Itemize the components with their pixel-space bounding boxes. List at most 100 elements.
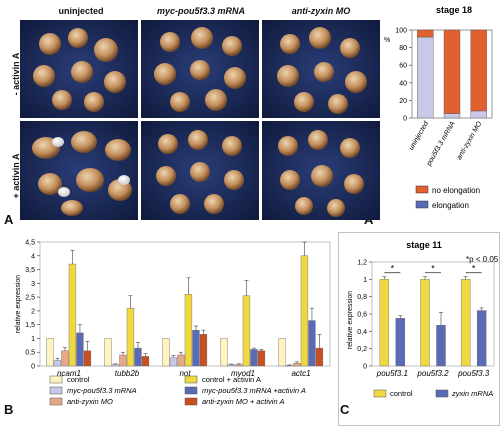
y-tick-label: 3 (31, 281, 35, 288)
y-tick-label: 2 (31, 308, 35, 315)
bar-control-activin-a-myod1 (242, 295, 251, 367)
chart-c-legend: control zyxin mRNA (373, 389, 493, 398)
y-tick-label: 0 (403, 116, 407, 123)
bar-myc-pou5f3-3-mrna-actc1 (285, 365, 294, 367)
bar-no-elongation-pou5f3-3-mrna (443, 29, 461, 114)
y-tick-label: 60 (399, 63, 407, 70)
legend-swatch-control-activin-a (184, 375, 198, 384)
legend-label-elongation: elongation (432, 201, 469, 210)
chart-a-prime-title: stage 18 (436, 5, 472, 15)
photo-uninjected-plus-activin (20, 121, 138, 220)
chart-a-prime-legend: no elongation elongation (415, 185, 480, 210)
chart-c-significance-note: *p < 0.05 (466, 255, 499, 264)
bar-anti-zyxin-mo-myod1 (235, 364, 243, 367)
panel-a-column-header-2: myc-pou5f3.3 mRNA (156, 6, 246, 16)
bar-anti-zyxin-mo-activin-a-ncam1 (83, 350, 92, 367)
x-tick-label: pou5f3.2 (416, 369, 449, 378)
y-tick-label: 2,5 (25, 295, 35, 302)
y-tick-label: 0,4 (357, 329, 367, 336)
bar-myc-pou5f3-3-mrna-ncam1 (53, 360, 62, 367)
legend-swatch-myc-pou5f3-3-mrna-activin-a (184, 386, 198, 395)
legend-label-anti-zyxin-mo: anti-zyxin MO (67, 397, 113, 406)
bar-anti-zyxin-mo-activin-a-actc1 (315, 347, 324, 367)
legend-swatch-myc-pou5f3-3-mrna (49, 386, 63, 395)
bar-no-elongation-uninjected (417, 29, 434, 38)
legend-label-control: control (67, 375, 90, 384)
bar-control-pou5f3-1 (379, 279, 390, 367)
bar-no-elongation-anti-zyxin-mo (470, 29, 487, 112)
bar-anti-zyxin-mo-activin-a-myod1 (257, 350, 266, 367)
panel-a-photo-grid (20, 20, 380, 220)
x-tick-label: myod1 (231, 369, 255, 378)
y-tick-label: 0,2 (357, 346, 367, 353)
photo-antizyxin-minus-activin (262, 20, 380, 118)
panel-a-column-header-3: anti-zyxin MO (291, 6, 351, 16)
y-tick-label: 0,8 (357, 294, 367, 301)
bar-myc-pou5f3-3-mrna-activin-a-ncam1 (76, 332, 84, 367)
y-tick-label: 100 (395, 28, 407, 35)
bar-control-myod1 (220, 338, 228, 367)
bar-anti-zyxin-mo-ncam1 (61, 350, 69, 367)
x-tick-label: not (179, 369, 191, 378)
y-tick-label: 3,5 (25, 267, 35, 274)
bar-myc-pou5f3-3-mrna-tubb2b (111, 364, 120, 367)
legend-swatch-no-elongation (415, 185, 429, 194)
bar-control-not (162, 338, 170, 367)
bar-anti-zyxin-mo-activin-a-not (199, 334, 208, 367)
y-tick-label: 4 (31, 253, 35, 260)
legend-swatch-elongation (415, 200, 429, 209)
bar-elongation-pou5f3-3-mrna (443, 113, 461, 119)
chart-c: stage 11 *p < 0.05 relative expression 0… (338, 232, 500, 426)
legend-swatch-control (49, 375, 63, 384)
bar-zyxin-mrna-pou5f3-3 (476, 310, 487, 367)
significance-marker: * (431, 264, 435, 274)
x-tick-label: pou5f3.1 (376, 369, 408, 378)
bar-anti-zyxin-mo-actc1 (293, 363, 301, 367)
y-tick-label: 40 (399, 80, 407, 87)
x-tick-label: ncam1 (57, 369, 81, 378)
y-tick-label: 1 (31, 336, 35, 343)
bar-zyxin-mrna-pou5f3-1 (395, 318, 406, 367)
bar-elongation-anti-zyxin-mo (470, 110, 487, 119)
panel-label-a: A (4, 212, 14, 227)
panel-label-c: C (340, 402, 350, 417)
x-tick-label: actc1 (291, 369, 310, 378)
bar-elongation-uninjected (417, 36, 434, 119)
x-tick-label: pou5f3.3 (457, 369, 490, 378)
legend-label-anti-zyxin-mo-activin-a: anti-zyxin MO + activin A (202, 397, 284, 406)
chart-b-legend: control myc-pou5f3.3 mRNA anti-zyxin MO con… (49, 375, 306, 406)
bar-control-pou5f3-2 (420, 279, 430, 367)
significance-marker: * (472, 264, 476, 274)
legend-swatch-control (373, 389, 387, 398)
bar-control-activin-a-ncam1 (68, 263, 77, 367)
bar-myc-pou5f3-3-mrna-activin-a-actc1 (308, 320, 316, 367)
bar-control-activin-a-not (184, 294, 193, 367)
bar-control-tubb2b (104, 338, 112, 367)
y-tick-label: 1,5 (25, 322, 35, 329)
bar-anti-zyxin-mo-not (177, 354, 185, 367)
photo-antizyxin-plus-activin (262, 121, 380, 220)
bar-control-pou5f3-3 (460, 279, 471, 367)
y-tick-label: 80 (399, 45, 407, 52)
legend-swatch-zyxin-mrna (435, 389, 449, 398)
legend-label-zyxin-mrna: zyxin mRNA (451, 389, 493, 398)
photo-uninjected-minus-activin (20, 20, 138, 118)
bar-control-actc1 (278, 338, 286, 367)
panel-a-column-header-1: uninjected (58, 6, 104, 16)
legend-label-myc-pou5f3-3-mrna-activin-a: myc-pou5f3.3 mRNA +activin A (202, 386, 306, 395)
bar-myc-pou5f3-3-mrna-activin-a-myod1 (250, 349, 258, 367)
y-tick-label: 20 (399, 98, 407, 105)
bar-zyxin-mrna-pou5f3-2 (436, 325, 446, 367)
chart-c-ylabel: relative expression (347, 291, 354, 349)
chart-a-prime-ylabel: % (384, 37, 390, 44)
bar-anti-zyxin-mo-tubb2b (119, 354, 127, 367)
y-tick-label: 0 (31, 364, 35, 371)
photo-pou5f33-plus-activin (141, 121, 259, 220)
bar-myc-pou5f3-3-mrna-activin-a-tubb2b (134, 347, 142, 367)
y-tick-label: 0,5 (25, 350, 35, 357)
y-tick-label: 1 (363, 277, 367, 284)
bar-myc-pou5f3-3-mrna-not (169, 357, 178, 367)
legend-label-control-activin-a: control + activin A (202, 375, 261, 384)
legend-label-control: control (390, 389, 413, 398)
legend-swatch-anti-zyxin-mo-activin-a (184, 397, 198, 406)
